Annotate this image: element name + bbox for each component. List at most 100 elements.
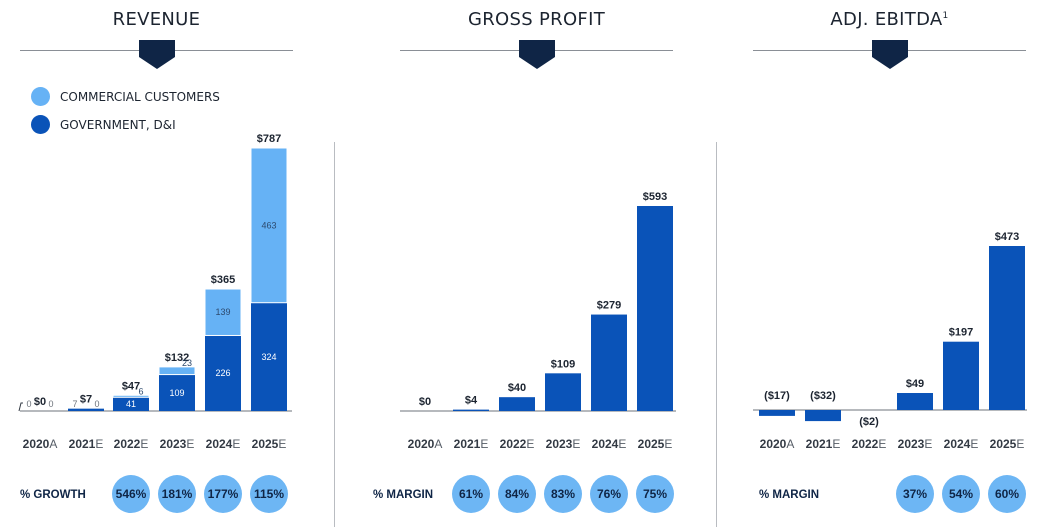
gross-profit-margin-badge-label-5: 75% bbox=[643, 487, 667, 501]
gross-profit-value-label-2: $40 bbox=[508, 382, 526, 394]
ebitda-value-label-3: $49 bbox=[906, 378, 924, 390]
revenue-commercial-label-0: 0 bbox=[48, 399, 53, 409]
ebitda-title: ADJ. EBITDA1 bbox=[753, 9, 1026, 30]
ebitda-margin-badge-3 bbox=[896, 475, 934, 513]
revenue-commercial-label-4: 139 bbox=[215, 307, 230, 317]
revenue-government-bar-4 bbox=[205, 335, 241, 411]
revenue-growth-badge-label-5: 115% bbox=[254, 487, 284, 501]
x-tick-label-2: 2022E bbox=[500, 437, 535, 451]
gross-profit-value-label-5: $593 bbox=[643, 191, 667, 203]
gross-profit-margin-badge-4 bbox=[590, 475, 628, 513]
gross-profit-chart: $0 2020A $4 2021E $40 2022E $109 2023E $279 2024E… bbox=[373, 191, 676, 513]
x-tick-label-0: 2020A bbox=[23, 437, 58, 451]
revenue-government-bar-2 bbox=[113, 397, 149, 411]
revenue-total-label-1: $7 bbox=[80, 394, 92, 406]
x-tick-label-0: 2020A bbox=[408, 437, 443, 451]
revenue-total-label-5: $787 bbox=[257, 133, 281, 145]
legend-government-swatch bbox=[31, 115, 50, 134]
revenue-government-label-2: 41 bbox=[126, 399, 136, 409]
ebitda-value-label-0: ($17) bbox=[764, 390, 790, 402]
revenue-government-bar-1 bbox=[68, 408, 104, 411]
gross-profit-margin-badge-5 bbox=[636, 475, 674, 513]
x-tick-label-5: 2025E bbox=[638, 437, 673, 451]
ebitda-value-label-2: ($2) bbox=[859, 416, 879, 428]
ebitda-value-label-4: $197 bbox=[949, 327, 973, 339]
gross-profit-bar-3 bbox=[545, 373, 581, 411]
x-tick-label-2: 2022E bbox=[114, 437, 149, 451]
gross-profit-margin-badge-label-2: 84% bbox=[505, 487, 529, 501]
gross-profit-value-label-3: $109 bbox=[551, 358, 575, 370]
ebitda-chart: ($17) 2020A ($32) 2021E ($2) 2022E $49 2023E $19… bbox=[753, 231, 1027, 513]
ebitda-bar-5 bbox=[989, 246, 1025, 410]
revenue-header-marker bbox=[139, 40, 175, 69]
revenue-commercial-bar-3 bbox=[158, 366, 196, 376]
x-tick-label-1: 2021E bbox=[454, 437, 489, 451]
gross-profit-bar-1 bbox=[453, 409, 489, 411]
gross-profit-bar-2 bbox=[499, 397, 535, 411]
gross-profit-bar-5 bbox=[637, 206, 673, 411]
revenue-commercial-bar-5 bbox=[250, 147, 288, 304]
legend-government-label: GOVERNMENT, D&I bbox=[60, 118, 176, 132]
revenue-commercial-bar-2 bbox=[112, 394, 150, 398]
gross-profit-margin-badge-label-4: 76% bbox=[597, 487, 621, 501]
revenue-growth-badge-label-3: 181% bbox=[162, 487, 193, 501]
x-tick-label-1: 2021E bbox=[69, 437, 104, 451]
gross-profit-bar-4 bbox=[591, 314, 627, 411]
revenue-growth-badge-2 bbox=[112, 475, 150, 513]
revenue-commercial-label-5: 463 bbox=[261, 220, 276, 230]
revenue-total-label-2: $47 bbox=[122, 380, 140, 392]
gross-profit-header-marker bbox=[519, 40, 555, 69]
ebitda-bar-3 bbox=[897, 393, 933, 410]
ebitda-margin-badge-5 bbox=[988, 475, 1026, 513]
ebitda-margin-badge-label-4: 54% bbox=[949, 487, 973, 501]
x-tick-label-0: 2020A bbox=[760, 437, 795, 451]
revenue-growth-label: % GROWTH bbox=[20, 489, 86, 501]
x-tick-label-4: 2024E bbox=[206, 437, 241, 451]
ebitda-bar-0 bbox=[759, 410, 795, 416]
x-tick-label-3: 2023E bbox=[546, 437, 581, 451]
legend-commercial-label: COMMERCIAL CUSTOMERS bbox=[60, 90, 220, 104]
x-tick-label-4: 2024E bbox=[592, 437, 627, 451]
gross-profit-value-label-4: $279 bbox=[597, 300, 621, 312]
revenue-commercial-label-3: 23 bbox=[182, 358, 192, 368]
gross-profit-margin-label: % MARGIN bbox=[373, 489, 433, 501]
revenue-growth-badge-5 bbox=[250, 475, 288, 513]
revenue-growth-badge-label-4: 177% bbox=[208, 487, 239, 501]
revenue-government-label-3: 109 bbox=[169, 388, 184, 398]
revenue-growth-badge-3 bbox=[158, 475, 196, 513]
ebitda-margin-badge-label-3: 37% bbox=[903, 487, 927, 501]
x-tick-label-5: 2025E bbox=[252, 437, 287, 451]
revenue-title: REVENUE bbox=[112, 9, 201, 30]
revenue-government-label-1: 7 bbox=[72, 399, 77, 409]
revenue-growth-badge-label-2: 546% bbox=[116, 487, 147, 501]
revenue-government-label-0: 0 bbox=[26, 399, 31, 409]
gross-profit-value-label-1: $4 bbox=[465, 395, 478, 407]
gross-profit-margin-badge-3 bbox=[544, 475, 582, 513]
ebitda-value-label-5: $473 bbox=[995, 231, 1019, 243]
gross-profit-title: GROSS PROFIT bbox=[468, 9, 605, 30]
revenue-total-label-3: $132 bbox=[165, 352, 189, 364]
revenue-government-label-4: 226 bbox=[215, 368, 230, 378]
panel-divider-1 bbox=[334, 142, 335, 527]
revenue-total-label-0: $0 bbox=[34, 396, 46, 408]
ebitda-bar-1 bbox=[805, 410, 841, 422]
ebitda-footnote-marker: 1 bbox=[942, 11, 949, 21]
gross-profit-margin-badge-label-3: 83% bbox=[551, 487, 575, 501]
gross-profit-margin-badge-1 bbox=[452, 475, 490, 513]
revenue-growth-badge-4 bbox=[204, 475, 242, 513]
panel-divider-2 bbox=[716, 142, 717, 527]
x-tick-label-5: 2025E bbox=[990, 437, 1025, 451]
x-tick-label-3: 2023E bbox=[160, 437, 195, 451]
ebitda-header-marker bbox=[872, 40, 908, 69]
ebitda-title-text: ADJ. EBITDA bbox=[830, 9, 943, 30]
revenue-commercial-label-1: 0 bbox=[94, 399, 99, 409]
revenue-total-label-4: $365 bbox=[211, 274, 235, 286]
ebitda-margin-badge-4 bbox=[942, 475, 980, 513]
revenue-government-bar-3 bbox=[159, 374, 195, 411]
revenue-commercial-bar-4 bbox=[204, 288, 242, 336]
ebitda-value-label-1: ($32) bbox=[810, 390, 836, 402]
x-tick-label-1: 2021E bbox=[806, 437, 841, 451]
ebitda-margin-label: % MARGIN bbox=[759, 489, 819, 501]
revenue-government-label-5: 324 bbox=[261, 352, 276, 362]
revenue-commercial-label-2: 6 bbox=[138, 386, 143, 396]
